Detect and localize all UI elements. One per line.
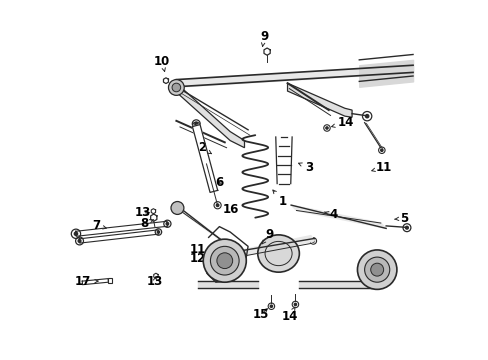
Circle shape: [74, 232, 78, 235]
Circle shape: [364, 257, 389, 282]
Text: 13: 13: [134, 207, 150, 220]
Text: 14: 14: [281, 307, 297, 324]
Text: 15: 15: [252, 308, 268, 321]
Circle shape: [365, 114, 368, 118]
Text: 11: 11: [371, 161, 391, 174]
Bar: [107, 278, 112, 283]
Text: 4: 4: [324, 208, 337, 221]
Text: 11: 11: [189, 243, 217, 256]
Circle shape: [157, 231, 159, 233]
Text: 16: 16: [222, 203, 238, 216]
Circle shape: [195, 124, 197, 127]
Text: 12: 12: [189, 252, 217, 265]
Text: 9: 9: [260, 30, 268, 46]
Text: 7: 7: [92, 219, 106, 232]
Circle shape: [311, 240, 314, 242]
Text: 8: 8: [140, 217, 153, 230]
Text: 3: 3: [298, 161, 312, 174]
Circle shape: [172, 83, 180, 92]
Circle shape: [294, 303, 296, 306]
Circle shape: [405, 226, 407, 229]
Circle shape: [166, 222, 168, 225]
Text: 5: 5: [394, 212, 408, 225]
Circle shape: [171, 202, 183, 215]
Circle shape: [357, 250, 396, 289]
Text: 2: 2: [198, 141, 211, 154]
Ellipse shape: [257, 235, 299, 272]
Circle shape: [203, 239, 246, 282]
Circle shape: [194, 122, 197, 125]
Text: 10: 10: [154, 55, 170, 71]
Text: 6: 6: [215, 176, 223, 189]
Circle shape: [216, 204, 219, 207]
Circle shape: [370, 263, 383, 276]
Polygon shape: [192, 125, 217, 192]
Text: 1: 1: [272, 190, 286, 208]
Circle shape: [78, 240, 81, 242]
Circle shape: [210, 246, 239, 275]
Circle shape: [325, 127, 327, 129]
Polygon shape: [224, 235, 314, 259]
Text: 9: 9: [262, 228, 273, 244]
Polygon shape: [287, 83, 351, 117]
Text: 14: 14: [331, 116, 353, 129]
Polygon shape: [176, 83, 244, 148]
Polygon shape: [290, 205, 386, 228]
Circle shape: [380, 149, 382, 151]
Text: 13: 13: [146, 275, 163, 288]
Circle shape: [270, 305, 272, 307]
Polygon shape: [176, 205, 241, 255]
Circle shape: [217, 253, 232, 269]
Circle shape: [168, 80, 184, 95]
Text: 17: 17: [75, 275, 98, 288]
